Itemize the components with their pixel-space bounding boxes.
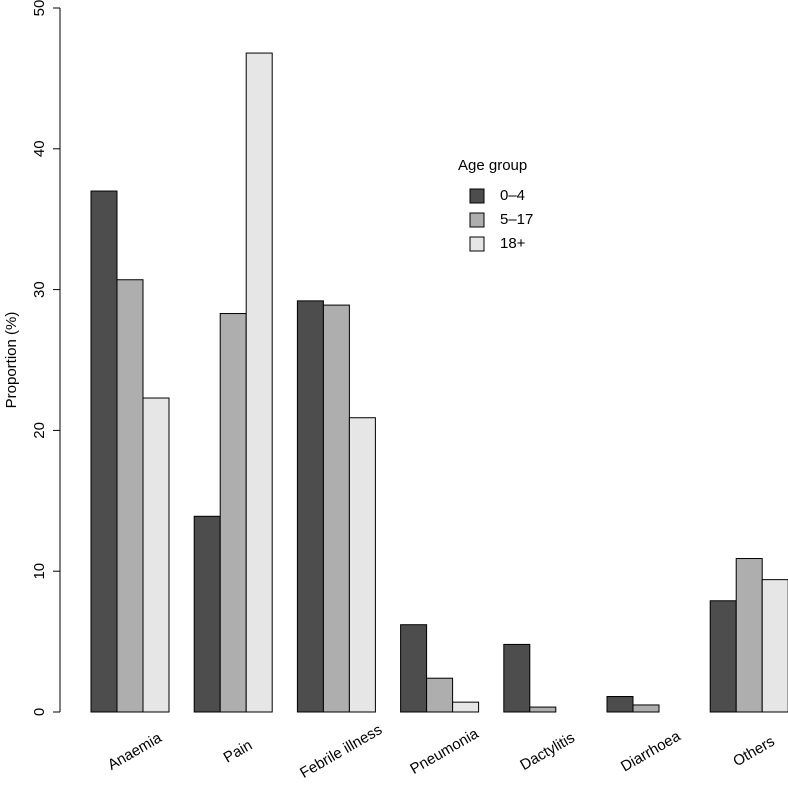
bar [735,558,763,713]
y-tick-label: 0 [31,708,48,716]
legend-swatch [469,212,485,228]
y-tick-label: 20 [31,422,48,439]
bar [761,579,788,713]
y-axis-label: Proportion (%) [3,312,20,409]
bar [709,600,737,713]
legend-swatch [469,188,485,204]
x-tick-label: Pneumonia [407,725,482,778]
x-tick-label: Others [730,733,777,770]
x-tick-label: Anaemia [105,729,165,774]
bar [529,706,557,713]
bar [219,313,247,713]
x-tick-label: Dactylitis [517,729,577,774]
y-tick-label: 10 [31,563,48,580]
bar [245,52,273,713]
x-tick-label: Febrile illness [297,721,385,782]
bar [296,300,324,713]
bar [503,643,531,713]
bar [400,624,428,713]
bar [452,701,480,713]
bar [193,515,221,713]
x-tick-label: Pain [221,737,256,767]
y-tick-label: 30 [31,281,48,298]
legend-label: 18+ [500,235,526,252]
bar [632,704,660,713]
y-tick-label: 50 [31,0,48,16]
bar [426,677,454,713]
legend-title: Age group [458,157,527,174]
x-tick-label: Diarrhoea [618,727,684,775]
bar [142,397,170,713]
legend-label: 5–17 [500,211,533,228]
bar [116,279,144,713]
bar [606,696,634,713]
bar [348,417,376,713]
y-tick-label: 40 [31,140,48,157]
legend-swatch [469,236,485,252]
bar [90,190,118,713]
legend-label: 0–4 [500,187,525,204]
bar [322,304,350,713]
